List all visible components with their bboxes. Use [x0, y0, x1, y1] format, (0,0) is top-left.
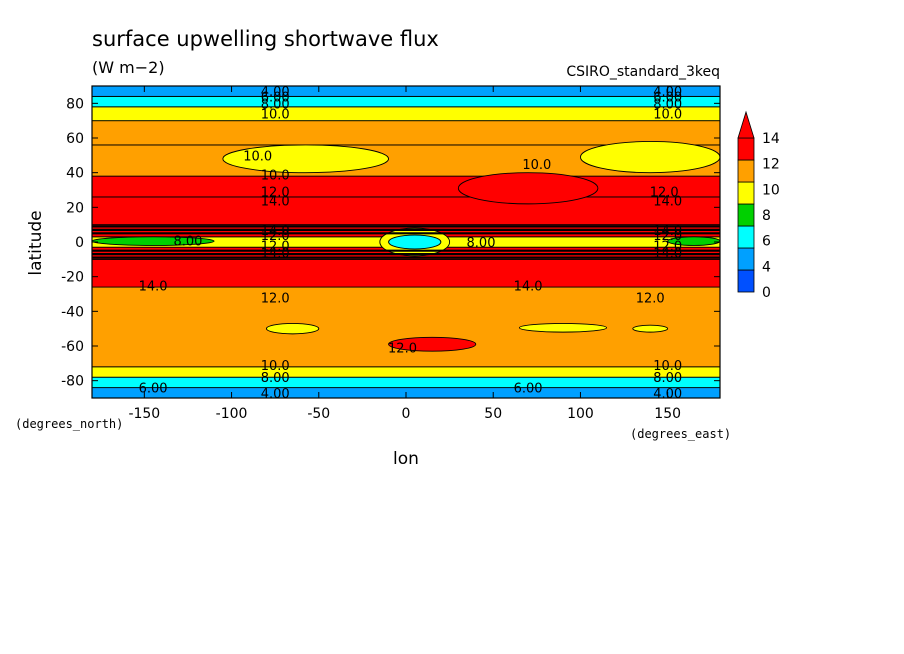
contour-label: 8.00 — [173, 234, 202, 249]
colorbar-swatch — [737, 137, 755, 161]
field — [92, 86, 720, 398]
colorbar-label: 10 — [762, 182, 780, 198]
contour-label: 14.0 — [514, 279, 543, 294]
colorbar-swatch — [737, 269, 755, 293]
contour-label: 12.0 — [261, 186, 290, 201]
zonal-band — [92, 120, 720, 146]
zonal-band — [92, 175, 720, 198]
contour-label: 10.0 — [653, 108, 682, 123]
contour-label: 14.0 — [261, 194, 290, 209]
contour-label: 6.00 — [261, 90, 290, 105]
contour-label: 14.0 — [139, 279, 168, 294]
contour-label: 14.0 — [653, 246, 682, 261]
contour-label: 14.0 — [261, 246, 290, 261]
contour-label: 12.0 — [388, 342, 417, 357]
colorbar-label: 8 — [762, 208, 771, 224]
zonal-band — [92, 196, 720, 226]
y-tick-label: -20 — [61, 270, 84, 286]
colorbar-swatch — [737, 203, 755, 227]
contour-label: 12.0 — [261, 229, 290, 244]
contour-label: 14.0 — [261, 224, 290, 239]
y-tick-label: 20 — [66, 200, 84, 216]
x-tick-label: 50 — [484, 406, 502, 422]
y-tick-label: -60 — [61, 339, 84, 355]
field-region — [632, 324, 669, 333]
field-region — [92, 236, 215, 246]
field-region — [388, 234, 442, 250]
x-tick-label: 150 — [654, 406, 681, 422]
colorbar-swatch — [737, 247, 755, 271]
colorbar-swatch — [737, 225, 755, 249]
colorbar-swatch — [737, 181, 755, 205]
colorbar-arrow — [737, 110, 755, 139]
zonal-band — [92, 366, 720, 378]
colorbar-label: 12 — [762, 157, 780, 173]
chart-title: surface upwelling shortwave flux — [92, 27, 439, 51]
colorbar-label: 0 — [762, 285, 771, 301]
colorbar: 0 4 6 8 10 12 14 — [737, 110, 780, 301]
contour-label: 10.0 — [261, 168, 290, 183]
contour-label: 12.0 — [636, 291, 665, 306]
zonal-band — [92, 286, 720, 368]
field-region — [580, 141, 720, 174]
contour-label: 10.0 — [243, 149, 272, 164]
contour-label: 14.0 — [653, 194, 682, 209]
y-unit-label: (degrees_north) — [15, 417, 123, 431]
axes: -150 -100 -50 0 50 100 150 -80 -60 -40 -20 0 20 40 60 8… — [61, 86, 720, 422]
x-tick-label: 0 — [402, 406, 411, 422]
zonal-band — [92, 106, 720, 122]
contour-label: 8.00 — [653, 371, 682, 386]
model-name: CSIRO_standard_3keq — [566, 64, 720, 80]
contour-label: 6.00 — [653, 90, 682, 105]
zonal-band — [92, 258, 720, 288]
contour-label: 12.0 — [650, 186, 679, 201]
plot-area: 4.006.008.0010.04.006.008.0010.010.010.0… — [91, 85, 721, 402]
x-tick-label: -100 — [216, 406, 248, 422]
contour-label: 10.0 — [653, 359, 682, 374]
y-tick-label: 80 — [66, 96, 84, 112]
contour-label: 12.0 — [653, 229, 682, 244]
contour-label: 8.00 — [467, 236, 496, 251]
x-axis-label: lon — [393, 449, 419, 469]
contour-label: 8.00 — [653, 97, 682, 112]
field-region — [388, 336, 477, 352]
y-tick-label: -40 — [61, 304, 84, 320]
zonal-band — [92, 376, 720, 389]
x-tick-label: 100 — [567, 406, 594, 422]
contour-label: 12.0 — [653, 239, 682, 254]
contour-label: 12.0 — [261, 291, 290, 306]
y-tick-label: -80 — [61, 374, 84, 390]
contour-label: 10.0 — [261, 108, 290, 123]
y-tick-label: 40 — [66, 166, 84, 182]
contour-label: 14.0 — [653, 224, 682, 239]
field-region — [518, 323, 608, 333]
contour-label: 6.00 — [514, 382, 543, 397]
contour-label: 8.00 — [261, 97, 290, 112]
field-region — [457, 172, 599, 205]
contour-label: 12.0 — [261, 239, 290, 254]
colorbar-label: 6 — [762, 234, 771, 250]
x-unit-label: (degrees_east) — [630, 427, 731, 441]
field-region — [265, 323, 320, 335]
field-region — [222, 144, 390, 174]
x-tick-label: -150 — [128, 406, 160, 422]
contour-label: 10.0 — [522, 158, 551, 173]
chart-units: (W m−2) — [92, 58, 165, 77]
contour-label: 4.00 — [261, 387, 290, 402]
contour-label: 8.00 — [261, 371, 290, 386]
colorbar-label: 4 — [762, 259, 771, 275]
y-tick-label: 0 — [75, 235, 84, 251]
colorbar-swatch — [737, 159, 755, 183]
contour-label: 6.00 — [139, 382, 168, 397]
colorbar-label: 14 — [762, 131, 780, 147]
zonal-band — [92, 95, 720, 108]
y-tick-label: 60 — [66, 131, 84, 147]
y-axis-label: latitude — [26, 210, 46, 275]
x-tick-label: -50 — [307, 406, 330, 422]
contour-label: 10.0 — [261, 359, 290, 374]
contour-label: 4.00 — [653, 85, 682, 100]
contour-label: 4.00 — [261, 85, 290, 100]
